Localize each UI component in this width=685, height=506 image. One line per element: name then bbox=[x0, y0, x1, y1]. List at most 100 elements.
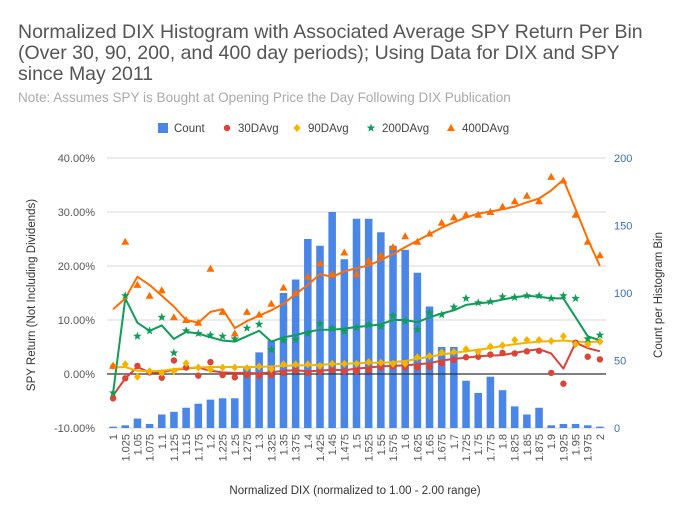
400davg-marker bbox=[315, 259, 324, 267]
count-bar bbox=[328, 212, 336, 428]
y-right-tick-label: 0 bbox=[614, 423, 620, 435]
30davg-marker bbox=[487, 351, 494, 358]
30davg-marker bbox=[328, 367, 336, 374]
x-tick-label: 1.55 bbox=[376, 434, 388, 455]
count-bar bbox=[243, 367, 251, 428]
legend-400davg-label: 400DAvg bbox=[462, 123, 509, 135]
count-bar bbox=[437, 347, 446, 428]
x-tick-label: 1.875 bbox=[534, 434, 546, 462]
30davg-marker bbox=[475, 353, 482, 360]
30davg-marker bbox=[268, 371, 275, 379]
x-tick-label: 1.675 bbox=[437, 434, 449, 462]
90davg-marker bbox=[255, 362, 263, 371]
400davg-marker bbox=[583, 237, 592, 245]
200davg-marker bbox=[181, 326, 191, 335]
x-tick-label: 1.975 bbox=[583, 434, 595, 462]
legend-30davg-label: 30DAvg bbox=[238, 123, 279, 135]
400davg-marker bbox=[401, 232, 410, 240]
200davg-marker bbox=[364, 320, 373, 329]
y-right-tick-label: 50 bbox=[614, 356, 626, 368]
400davg-marker bbox=[352, 270, 361, 278]
x-tick-label: 1.9 bbox=[546, 434, 558, 449]
count-bar bbox=[291, 279, 300, 428]
90davg-marker bbox=[206, 365, 214, 374]
90davg-marker bbox=[170, 367, 178, 376]
90davg-marker bbox=[450, 347, 458, 356]
90davg-marker bbox=[121, 360, 129, 369]
90davg-marker bbox=[219, 363, 227, 372]
x-tick-label: 1.775 bbox=[485, 434, 497, 462]
30davg-marker bbox=[280, 369, 287, 377]
400davg-marker bbox=[182, 316, 191, 323]
30davg-marker bbox=[170, 357, 178, 364]
x-tick-label: 1.75 bbox=[473, 434, 485, 455]
count-bar bbox=[413, 272, 422, 428]
400davg-marker bbox=[437, 218, 446, 226]
count-bar bbox=[571, 423, 580, 428]
90davg-marker bbox=[474, 347, 482, 356]
right-axis-ticks: 200 150 100 50 0 bbox=[614, 153, 632, 435]
legend-200davg-icon bbox=[366, 123, 376, 132]
200davg-marker bbox=[242, 323, 252, 332]
30davg-marker bbox=[499, 349, 506, 357]
400davg-marker bbox=[133, 280, 142, 288]
90davg-marker bbox=[377, 358, 385, 367]
x-tick-label: 1.375 bbox=[291, 434, 303, 462]
200davg-marker bbox=[437, 310, 446, 319]
30davg-marker bbox=[596, 356, 604, 363]
count-bar bbox=[523, 414, 531, 428]
chart-title: Normalized DIX Histogram with Associated… bbox=[18, 21, 643, 85]
y-right-tick-label: 200 bbox=[614, 153, 632, 165]
30davg-marker bbox=[584, 353, 591, 360]
90davg-marker bbox=[146, 367, 154, 376]
x-tick-label: 1.5 bbox=[352, 434, 364, 449]
count-bar bbox=[170, 411, 178, 428]
x-tick-label: 1.325 bbox=[266, 434, 278, 462]
left-axis-ticks: 40.00% 30.00% 20.00% 10.00% 0.00% -10.00% bbox=[54, 153, 95, 435]
200davg-marker bbox=[461, 293, 471, 302]
200davg-marker bbox=[534, 291, 544, 300]
x-tick-label: 1.575 bbox=[388, 434, 400, 462]
200davg-marker bbox=[121, 291, 130, 300]
400davg-marker bbox=[340, 248, 349, 256]
legend-90davg-icon bbox=[293, 124, 301, 132]
90davg-marker bbox=[547, 337, 555, 346]
200davg-marker bbox=[522, 291, 532, 300]
200davg-marker bbox=[449, 302, 459, 311]
count-bar bbox=[547, 425, 556, 428]
legend-count-label: Count bbox=[174, 123, 205, 135]
400davg-marker bbox=[157, 286, 166, 294]
y-right-tick-label: 150 bbox=[614, 221, 632, 233]
count-bar bbox=[267, 340, 276, 428]
200davg-marker bbox=[145, 326, 154, 335]
count-bar bbox=[583, 425, 592, 428]
30davg-marker bbox=[231, 374, 238, 381]
90davg-marker bbox=[292, 360, 300, 369]
x-tick-label: 1.85 bbox=[522, 434, 534, 455]
90davg-marker bbox=[304, 360, 312, 369]
400davg-marker bbox=[218, 307, 227, 315]
90davg-marker bbox=[365, 358, 373, 367]
30davg-marker bbox=[523, 348, 531, 355]
x-tick-label: 2 bbox=[595, 434, 607, 440]
400davg-marker bbox=[303, 272, 312, 280]
count-bar bbox=[157, 414, 166, 428]
400davg-marker bbox=[413, 237, 422, 245]
30davg-marker bbox=[182, 364, 190, 371]
90davg-marker bbox=[438, 348, 446, 357]
30davg-marker bbox=[414, 364, 421, 371]
200davg-marker bbox=[108, 388, 118, 397]
x-tick-label: 1.925 bbox=[558, 434, 570, 462]
200davg-marker bbox=[595, 330, 605, 339]
400davg-marker bbox=[194, 318, 203, 326]
90davg-marker bbox=[413, 353, 421, 362]
count-bar bbox=[145, 423, 154, 428]
200davg-marker bbox=[352, 323, 361, 332]
400davg-marker bbox=[279, 283, 288, 291]
count-bar bbox=[194, 403, 203, 428]
30davg-marker bbox=[548, 369, 555, 377]
90davg-marker bbox=[231, 363, 239, 372]
x-tick-label: 1.625 bbox=[412, 434, 424, 462]
30davg-marker bbox=[341, 368, 348, 375]
